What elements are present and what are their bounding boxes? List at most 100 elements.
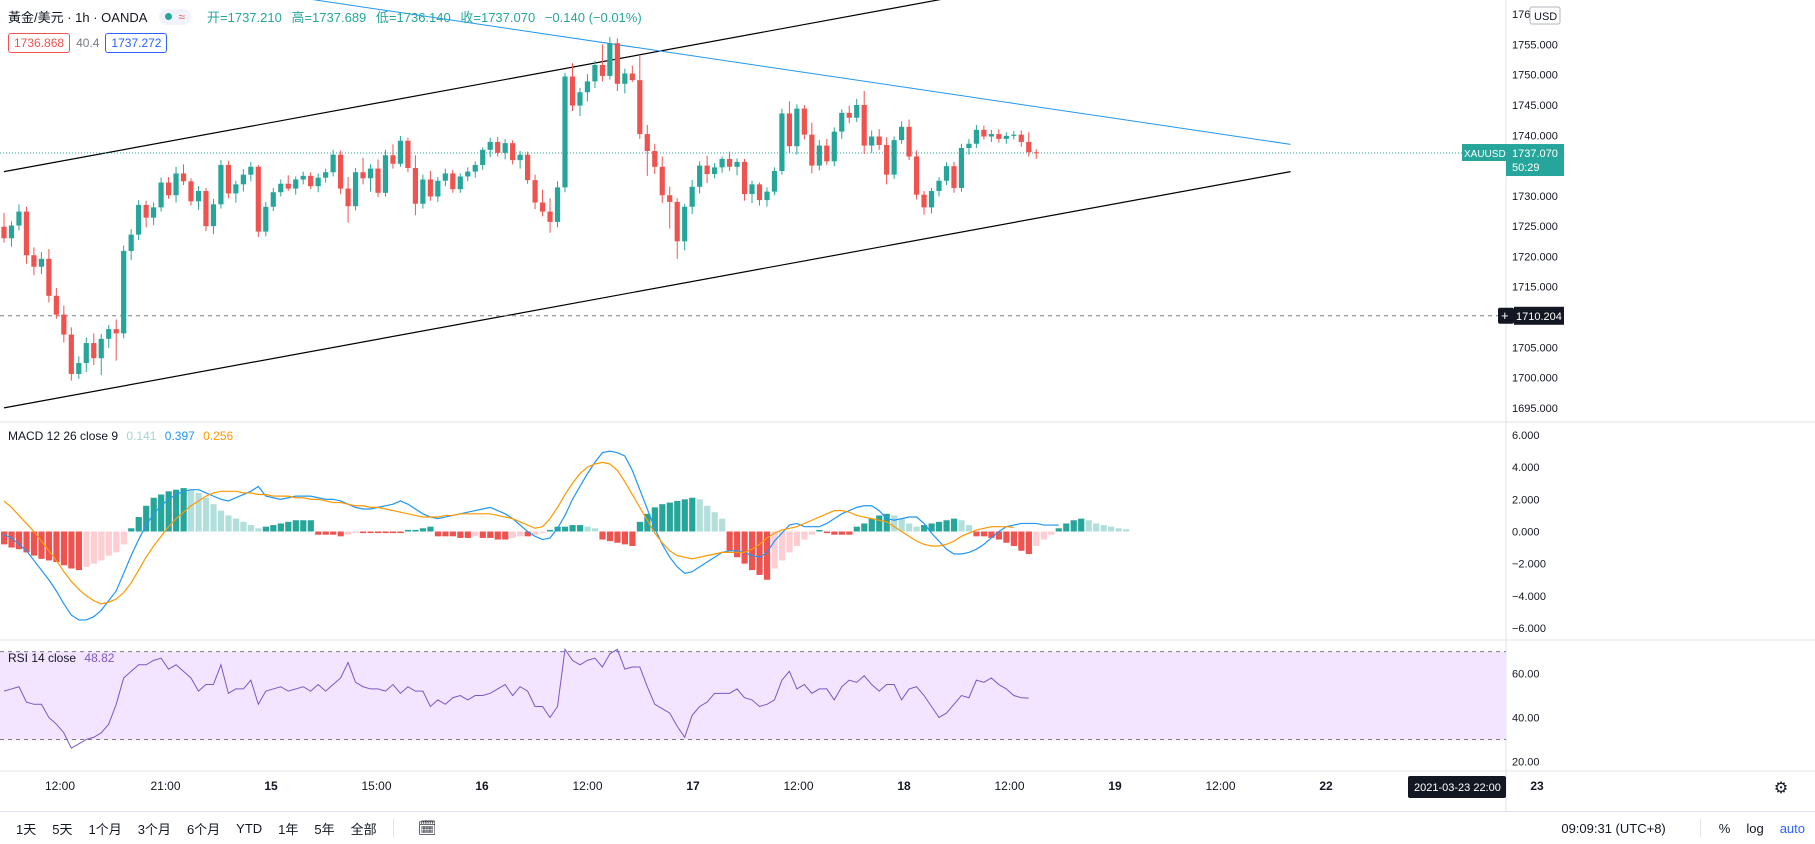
macd-histogram-bar bbox=[666, 502, 673, 532]
macd-histogram-bar bbox=[105, 531, 112, 556]
range-all[interactable]: 全部 bbox=[350, 821, 377, 837]
candle-body bbox=[38, 258, 44, 267]
trend-line-channel-lower bbox=[3, 171, 1291, 409]
candle-body bbox=[300, 175, 306, 180]
candle-body bbox=[435, 180, 441, 197]
candle-body bbox=[689, 186, 695, 207]
candle-body bbox=[495, 141, 501, 153]
macd-histogram-bar bbox=[913, 526, 920, 532]
candle-body bbox=[517, 154, 523, 161]
macd-histogram-bar bbox=[674, 500, 681, 532]
macd-histogram-bar bbox=[90, 531, 97, 564]
range-ytd[interactable]: YTD bbox=[236, 820, 263, 836]
candle-body bbox=[285, 183, 291, 189]
macd-histogram-bar bbox=[1018, 531, 1025, 551]
time-axis-label: 22 bbox=[1319, 779, 1333, 793]
candle-body bbox=[592, 65, 598, 82]
candle-body bbox=[906, 126, 912, 157]
macd-histogram-bar bbox=[689, 497, 696, 532]
clock[interactable]: 09:09:31 (UTC+8) bbox=[1561, 820, 1666, 836]
macd-histogram-bar bbox=[202, 497, 210, 532]
macd-histogram-bar bbox=[434, 531, 442, 537]
time-axis-label: 12:00 bbox=[572, 779, 602, 793]
macd-histogram-bar bbox=[786, 531, 793, 553]
candle-body bbox=[480, 149, 486, 165]
macd-legend[interactable]: MACD 12 26 close 9 0.141 0.397 0.256 bbox=[8, 429, 233, 443]
candle-body bbox=[16, 211, 22, 226]
macd-tick-label: −4.000 bbox=[1512, 591, 1546, 603]
candle-body bbox=[278, 183, 284, 193]
candle-body bbox=[180, 173, 187, 182]
range-1d[interactable]: 1天 bbox=[16, 821, 37, 837]
macd-histogram-bar bbox=[778, 531, 786, 561]
range-5y[interactable]: 5年 bbox=[314, 821, 335, 837]
macd-histogram-bar bbox=[98, 531, 105, 561]
candle-body bbox=[360, 172, 366, 179]
sell-price-button[interactable]: 1736.868 bbox=[8, 33, 71, 53]
rsi-value: 48.82 bbox=[84, 651, 115, 665]
candle-body bbox=[293, 179, 299, 189]
candle-body bbox=[143, 204, 149, 218]
range-1y[interactable]: 1年 bbox=[278, 821, 299, 837]
macd-histogram-bar bbox=[958, 520, 965, 532]
macd-histogram-bar bbox=[412, 529, 419, 532]
price-tick-label: 1720.000 bbox=[1512, 251, 1558, 263]
range-5d[interactable]: 5天 bbox=[52, 821, 73, 837]
candle-body bbox=[225, 164, 231, 194]
calendar-icon[interactable]: 🗓 bbox=[417, 820, 437, 837]
candle-body bbox=[345, 188, 351, 207]
macd-histogram-bar bbox=[576, 525, 584, 532]
bottom-toolbar: 1天 5天 1个月 3个月 6个月 YTD 1年 5年 全部 🗓 09:09:3… bbox=[0, 811, 1815, 844]
macd-histogram-bar bbox=[382, 531, 389, 534]
buy-price-button[interactable]: 1737.272 bbox=[105, 33, 168, 53]
log-toggle[interactable]: log bbox=[1746, 820, 1764, 836]
macd-histogram-bar bbox=[277, 523, 284, 532]
macd-histogram-bar bbox=[225, 515, 232, 532]
macd-histogram-bar bbox=[831, 531, 838, 535]
symbol-tag: XAUUSD bbox=[1464, 149, 1506, 160]
candle-body bbox=[786, 113, 792, 147]
macd-histogram-bar bbox=[539, 531, 546, 534]
macd-tick-label: 6.000 bbox=[1512, 430, 1540, 442]
candle-body bbox=[884, 144, 890, 175]
price-tick-label: 1745.000 bbox=[1512, 100, 1558, 112]
visibility-toggle[interactable]: ≈ bbox=[159, 8, 192, 25]
macd-title: MACD 12 26 close 9 bbox=[8, 429, 119, 443]
macd-histogram-bar bbox=[711, 512, 718, 532]
macd-histogram-bar bbox=[726, 531, 733, 551]
macd-histogram-bar bbox=[509, 531, 516, 538]
time-axis-label: 12:00 bbox=[45, 779, 75, 793]
macd-histogram-bar bbox=[404, 529, 412, 532]
rsi-tick-label: 20.00 bbox=[1512, 756, 1540, 768]
macd-histogram-bar bbox=[629, 531, 636, 546]
candle-body bbox=[562, 76, 568, 188]
change-value: −0.140 (−0.01%) bbox=[544, 10, 642, 25]
settings-gear-icon[interactable]: ⚙ bbox=[1773, 780, 1789, 797]
symbol-title[interactable]: 黃金/美元 · 1h · OANDA bbox=[8, 10, 148, 25]
macd-histogram-bar bbox=[210, 504, 217, 532]
macd-histogram-bar bbox=[801, 531, 808, 540]
macd-histogram-bar bbox=[143, 505, 150, 532]
candle-body bbox=[188, 181, 194, 202]
range-3m[interactable]: 3个月 bbox=[137, 821, 171, 837]
range-6m[interactable]: 6个月 bbox=[186, 821, 221, 837]
candle-body bbox=[83, 343, 89, 364]
open-value: 开=1737.210 bbox=[207, 10, 282, 25]
candle-body bbox=[173, 173, 179, 196]
candle-body bbox=[622, 73, 628, 84]
percent-toggle[interactable]: % bbox=[1718, 820, 1731, 836]
macd-histogram-bar bbox=[943, 520, 950, 532]
candle-body bbox=[427, 179, 433, 197]
candle-body bbox=[697, 165, 703, 187]
macd-histogram-bar bbox=[419, 528, 427, 532]
rsi-legend[interactable]: RSI 14 close 48.82 bbox=[8, 651, 114, 665]
candle-body bbox=[577, 92, 583, 106]
macd-histogram-bar bbox=[322, 531, 329, 535]
candle-body bbox=[674, 201, 680, 242]
macd-histogram-bar bbox=[165, 491, 172, 532]
time-axis-label: 21:00 bbox=[150, 779, 180, 793]
candle-body bbox=[151, 207, 157, 218]
auto-toggle[interactable]: auto bbox=[1779, 820, 1805, 836]
range-1m[interactable]: 1个月 bbox=[88, 821, 122, 837]
